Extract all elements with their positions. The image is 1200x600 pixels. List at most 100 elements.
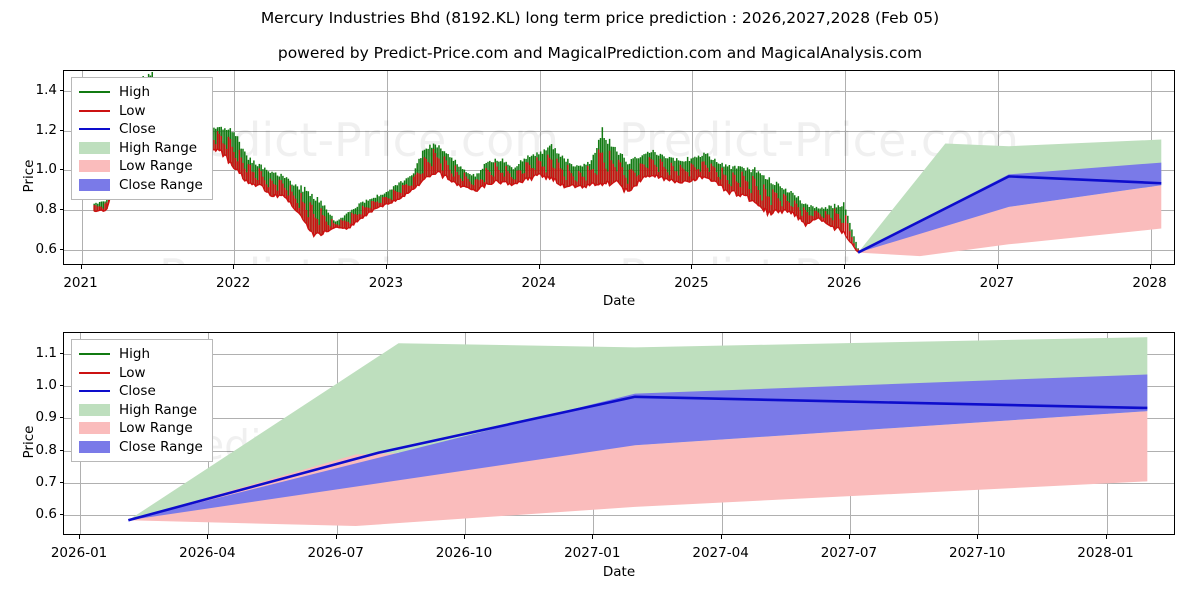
x-tick-mark bbox=[463, 535, 465, 539]
x-tick-label: 2027-07 bbox=[820, 545, 878, 561]
legend-patch-swatch bbox=[79, 440, 110, 453]
gridline-horizontal bbox=[64, 250, 1174, 252]
series-low-line bbox=[94, 140, 859, 253]
y-axis-title-top: Price bbox=[21, 159, 37, 192]
x-tick-mark bbox=[538, 265, 540, 269]
legend-item-high: High bbox=[79, 83, 203, 102]
y-tick-label: 0.6 bbox=[35, 241, 57, 258]
gridline-horizontal bbox=[64, 130, 1174, 132]
legend-line-swatch bbox=[79, 128, 110, 131]
x-tick-label: 2024 bbox=[521, 275, 556, 291]
x-tick-label: 2023 bbox=[368, 275, 404, 291]
x-tick-label: 2026-04 bbox=[179, 545, 236, 561]
y-tick-mark bbox=[59, 417, 63, 419]
page-title: Mercury Industries Bhd (8192.KL) long te… bbox=[260, 9, 940, 27]
x-tick-mark bbox=[996, 265, 998, 269]
x-tick-mark bbox=[720, 535, 722, 539]
x-tick-mark bbox=[79, 535, 81, 539]
gridline-vertical bbox=[845, 71, 847, 264]
legend-item-label: Low Range bbox=[119, 420, 193, 437]
legend-item-label: Close Range bbox=[119, 176, 203, 193]
x-tick-label: 2026 bbox=[826, 275, 862, 291]
legend-patch-swatch bbox=[79, 422, 110, 435]
x-tick-label: 2027-01 bbox=[564, 545, 621, 561]
legend-item-label: Low Range bbox=[119, 158, 193, 175]
legend-line-swatch bbox=[79, 109, 110, 112]
band-close-range bbox=[128, 374, 1148, 521]
legend-item-label: Close bbox=[119, 383, 156, 400]
y-tick-mark bbox=[59, 385, 63, 387]
x-tick-label: 2027-04 bbox=[692, 545, 749, 561]
series-close-line bbox=[857, 175, 1162, 254]
x-tick-mark bbox=[80, 265, 82, 269]
x-tick-mark bbox=[385, 265, 387, 269]
gridline-vertical bbox=[386, 71, 388, 264]
x-tick-mark bbox=[233, 265, 235, 269]
legend-item-label: High Range bbox=[119, 139, 198, 156]
x-tick-label: 2026-01 bbox=[50, 545, 108, 561]
y-tick-label: 1.1 bbox=[35, 344, 57, 361]
series-close-line bbox=[127, 395, 1148, 522]
legend-item-close-range: Close Range bbox=[79, 438, 203, 457]
x-tick-label: 2025 bbox=[674, 275, 709, 291]
legend-item-label: Low bbox=[119, 102, 146, 119]
y-tick-mark bbox=[59, 352, 63, 354]
x-tick-mark bbox=[335, 535, 337, 539]
y-tick-label: 1.4 bbox=[35, 81, 57, 98]
x-tick-mark bbox=[207, 535, 209, 539]
x-tick-label: 2026-07 bbox=[307, 545, 364, 561]
x-tick-label: 2027-10 bbox=[949, 545, 1006, 561]
y-tick-mark bbox=[59, 449, 63, 451]
legend-item-low-range: Low Range bbox=[79, 157, 203, 176]
x-tick-mark bbox=[848, 535, 850, 539]
y-tick-mark bbox=[59, 169, 63, 171]
plot-area-top: Predict-Price.comPredict-Price.comPredic… bbox=[63, 70, 1175, 265]
series-layer-top bbox=[93, 71, 1162, 257]
price-history-and-forecast-chart: Predict-Price.comPredict-Price.comPredic… bbox=[21, 70, 1175, 309]
y-tick-label: 1.0 bbox=[35, 161, 57, 178]
legend-item-close: Close bbox=[79, 120, 203, 139]
x-tick-mark bbox=[691, 265, 693, 269]
x-axis-title-top: Date bbox=[602, 293, 636, 309]
gridline-horizontal bbox=[64, 210, 1174, 212]
legend-item-close: Close bbox=[79, 382, 203, 401]
y-tick-mark bbox=[59, 89, 63, 91]
x-tick-mark bbox=[1149, 265, 1151, 269]
y-tick-mark bbox=[59, 249, 63, 251]
x-tick-label: 2026-10 bbox=[435, 545, 493, 561]
x-tick-mark bbox=[592, 535, 594, 539]
y-tick-label: 0.8 bbox=[35, 441, 57, 458]
x-tick-label: 2028-01 bbox=[1077, 545, 1134, 561]
x-tick-label: 2022 bbox=[216, 275, 251, 291]
y-tick-mark bbox=[59, 129, 63, 131]
legend-top: High Low Close High Range Low Range Close Ran… bbox=[71, 77, 213, 200]
legend-line-swatch bbox=[79, 371, 110, 374]
page-subtitle: powered by Predict-Price.com and Magical… bbox=[277, 44, 923, 62]
x-tick-mark bbox=[977, 535, 979, 539]
x-tick-label: 2021 bbox=[63, 275, 98, 291]
band-low-range bbox=[128, 411, 1148, 527]
y-tick-mark bbox=[59, 209, 63, 211]
legend-line-swatch bbox=[79, 353, 110, 356]
series-layer-bottom bbox=[127, 337, 1148, 527]
legend-bottom: High Low Close High Range Low Range Close Ran… bbox=[71, 339, 213, 462]
y-tick-label: 0.8 bbox=[35, 201, 57, 218]
legend-item-label: High bbox=[119, 84, 151, 101]
legend-patch-swatch bbox=[79, 160, 110, 173]
legend-patch-swatch bbox=[79, 178, 110, 191]
y-tick-label: 1.2 bbox=[35, 121, 57, 138]
legend-item-low: Low bbox=[79, 102, 203, 121]
band-low-range bbox=[858, 185, 1162, 257]
y-tick-label: 0.6 bbox=[35, 506, 57, 523]
legend-item-high-range: High Range bbox=[79, 139, 203, 158]
legend-item-label: High Range bbox=[119, 401, 198, 418]
legend-item-low-range: Low Range bbox=[79, 419, 203, 438]
legend-item-close-range: Close Range bbox=[79, 176, 203, 195]
legend-item-label: Close bbox=[119, 121, 156, 138]
band-close-range bbox=[858, 162, 1162, 253]
x-tick-mark bbox=[1105, 535, 1107, 539]
y-tick-label: 1.0 bbox=[35, 377, 57, 394]
legend-line-swatch bbox=[79, 390, 110, 393]
